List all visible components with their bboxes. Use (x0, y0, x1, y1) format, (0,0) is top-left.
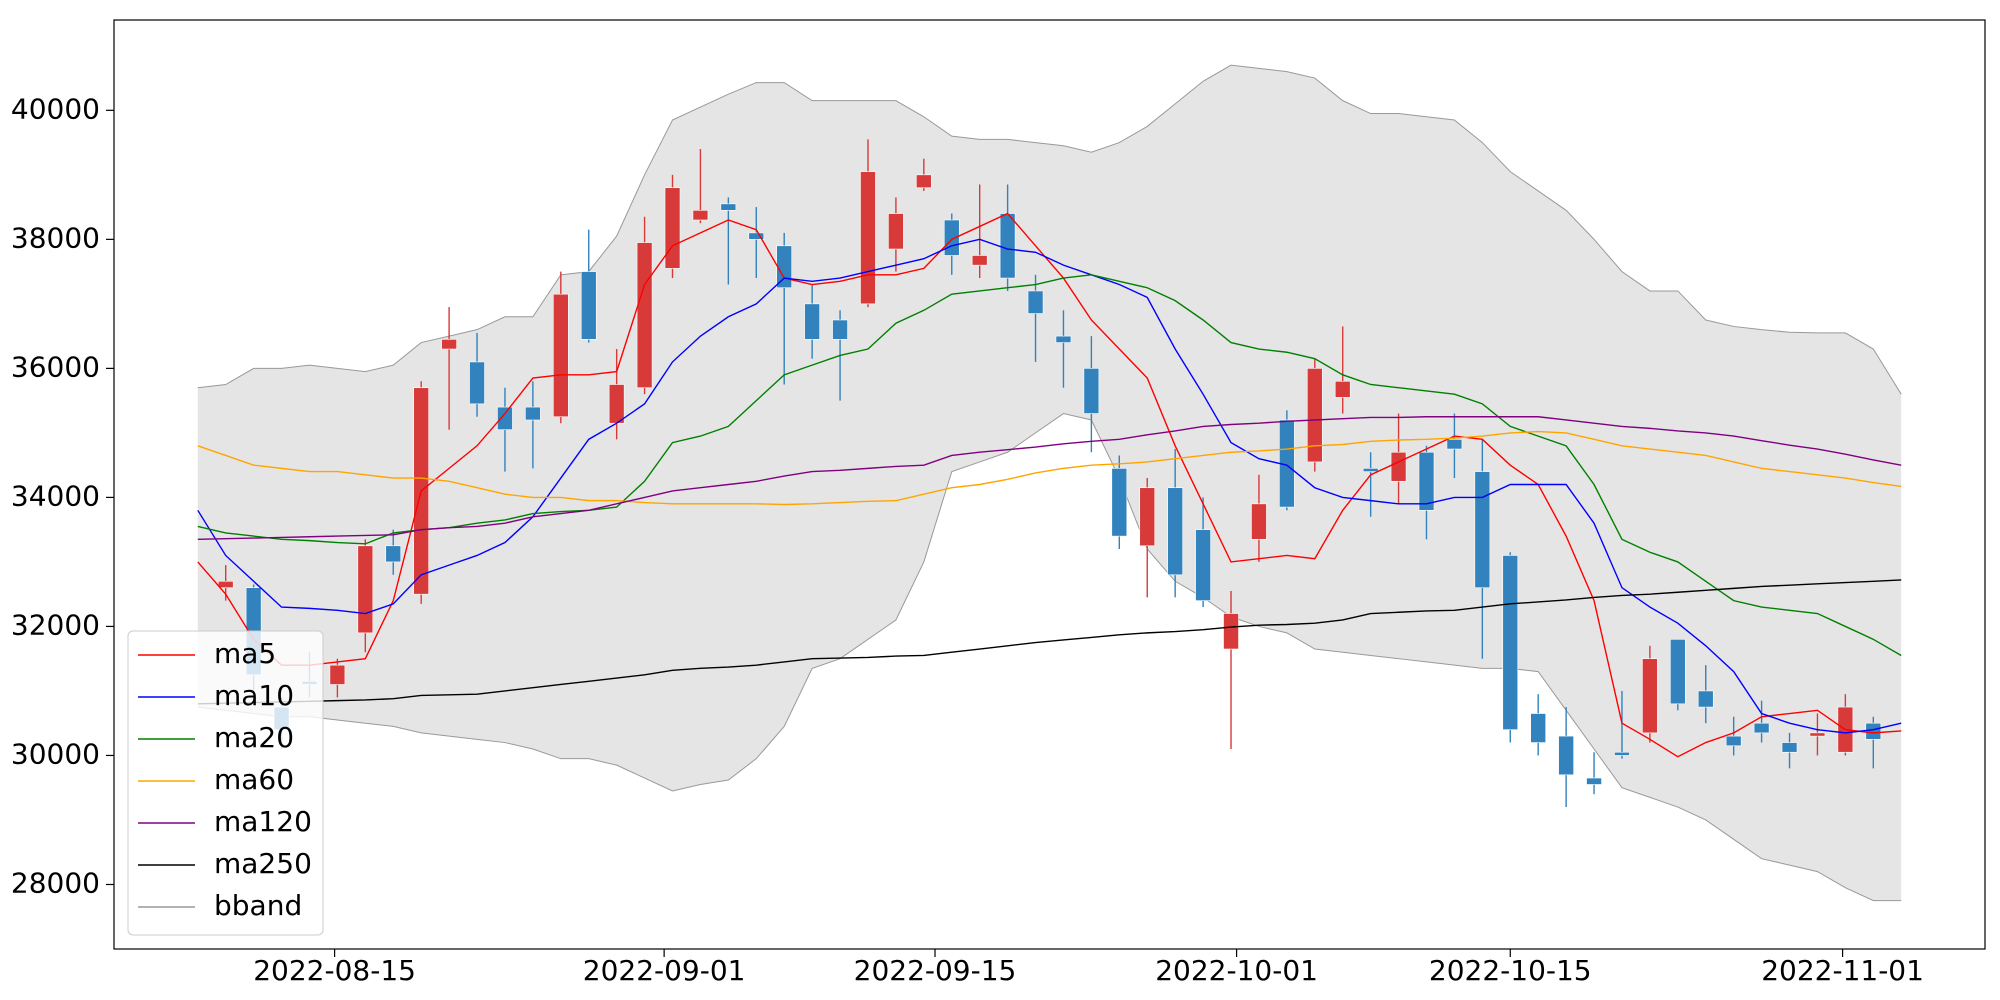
candle-body (1334, 380, 1351, 398)
candle-body (1558, 735, 1574, 776)
candle-body (1725, 735, 1742, 747)
candle-body (1781, 742, 1798, 753)
candle-body (1362, 468, 1379, 472)
candle-body (1530, 713, 1546, 743)
candle-body (1083, 368, 1100, 414)
legend-box (127, 630, 324, 936)
ma-line (197, 212, 1902, 758)
candle-body (1167, 487, 1183, 576)
candle-body (720, 203, 737, 211)
candle-body (943, 219, 960, 256)
x-tick-label: 2022-10-15 (1429, 954, 1592, 987)
legend-label: ma10 (214, 679, 294, 712)
x-tick-label: 2022-10-01 (1155, 954, 1318, 987)
candle-body (1865, 722, 1882, 740)
y-tick-label: 38000 (11, 221, 100, 254)
y-tick-label: 40000 (11, 92, 100, 125)
candle-body (636, 242, 653, 389)
y-tick-label: 28000 (11, 866, 100, 899)
candle-body (1697, 690, 1714, 708)
candle-body (1027, 290, 1044, 314)
candle-body (776, 245, 793, 289)
candle-body (357, 545, 374, 634)
ma-line (197, 238, 1902, 734)
candle-body (1223, 613, 1239, 650)
legend-label: ma5 (214, 637, 276, 670)
candle-body (1111, 468, 1128, 537)
candle-body (1809, 732, 1826, 737)
ma-line (197, 430, 1902, 506)
candle-body (971, 255, 988, 266)
x-tick-label: 2022-08-15 (253, 954, 416, 987)
x-tick-label: 2022-11-01 (1761, 954, 1924, 987)
candle-body (1251, 503, 1267, 540)
candle-body (608, 384, 625, 424)
candle-body (860, 171, 876, 305)
candle-body (1753, 722, 1770, 734)
y-tick-label: 34000 (11, 479, 100, 512)
legend-label: ma60 (214, 763, 294, 796)
candle-body (748, 232, 765, 240)
candle-body (1139, 487, 1156, 547)
legend-label: ma120 (214, 805, 312, 838)
candle-body (832, 319, 848, 340)
ma-line (197, 274, 1902, 657)
candle-body (1586, 777, 1602, 785)
candle-body (1502, 555, 1519, 730)
plot-frame (113, 19, 1986, 950)
candle-body (217, 580, 234, 589)
candle-body (1614, 751, 1630, 756)
candle-body (1418, 451, 1435, 511)
legend-label: ma20 (214, 721, 294, 754)
candle-body (692, 210, 709, 221)
x-tick-label: 2022-09-01 (583, 954, 746, 987)
y-tick-label: 30000 (11, 737, 100, 770)
candle-body (1306, 368, 1323, 463)
candle-body (580, 271, 597, 340)
candle-body (1670, 639, 1686, 705)
ma-line (197, 416, 1902, 541)
candle-body (385, 545, 402, 563)
candle-body (1474, 471, 1491, 589)
candle-body (469, 361, 485, 405)
candle-body (1195, 529, 1211, 601)
candle-body (525, 406, 541, 421)
candle-body (804, 303, 820, 340)
x-tick-label: 2022-09-15 (854, 954, 1017, 987)
bband-lower (197, 412, 1902, 902)
legend-label: bband (214, 889, 302, 922)
candle-body (1390, 451, 1407, 482)
legend-label: ma250 (214, 847, 312, 880)
legend: ma5 ma10 ma20 ma60 ma120 ma250 bband (127, 630, 324, 936)
candle-body (329, 664, 346, 685)
bband-upper (197, 64, 1902, 395)
candle-body (1055, 335, 1072, 343)
candle-body (553, 293, 569, 418)
candle-body (999, 213, 1016, 279)
candle-body (1446, 439, 1463, 450)
candle-body (888, 213, 904, 250)
ma-line (197, 579, 1902, 705)
y-tick-label: 32000 (11, 608, 100, 641)
y-tick-label: 36000 (11, 350, 100, 383)
candle-body (664, 187, 681, 269)
bband-fill (197, 65, 1902, 901)
candle-body (441, 339, 457, 350)
candle-body (497, 406, 513, 430)
candle-body (1642, 658, 1658, 734)
candle-body (916, 174, 932, 189)
